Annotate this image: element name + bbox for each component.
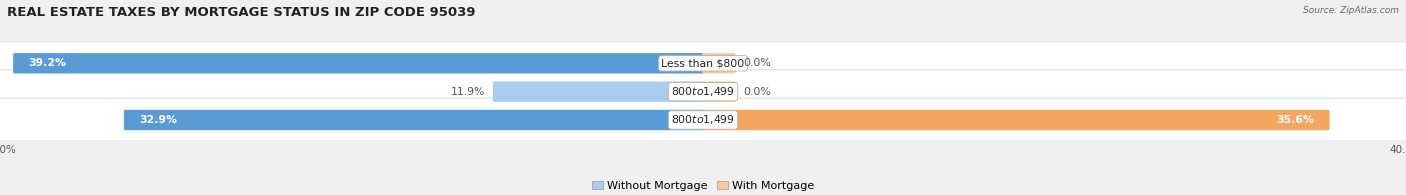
Text: 11.9%: 11.9% xyxy=(451,87,485,97)
Text: REAL ESTATE TAXES BY MORTGAGE STATUS IN ZIP CODE 95039: REAL ESTATE TAXES BY MORTGAGE STATUS IN … xyxy=(7,6,475,19)
FancyBboxPatch shape xyxy=(494,82,704,102)
Legend: Without Mortgage, With Mortgage: Without Mortgage, With Mortgage xyxy=(588,176,818,195)
FancyBboxPatch shape xyxy=(0,70,1406,113)
Text: 0.0%: 0.0% xyxy=(744,58,770,68)
Text: $800 to $1,499: $800 to $1,499 xyxy=(671,85,735,98)
Text: 32.9%: 32.9% xyxy=(139,115,177,125)
FancyBboxPatch shape xyxy=(702,110,1330,130)
Text: 39.2%: 39.2% xyxy=(28,58,66,68)
Text: Source: ZipAtlas.com: Source: ZipAtlas.com xyxy=(1303,6,1399,15)
FancyBboxPatch shape xyxy=(702,53,735,74)
Text: Less than $800: Less than $800 xyxy=(661,58,745,68)
FancyBboxPatch shape xyxy=(0,42,1406,85)
FancyBboxPatch shape xyxy=(702,82,735,102)
FancyBboxPatch shape xyxy=(124,110,704,130)
FancyBboxPatch shape xyxy=(13,53,704,74)
Text: 0.0%: 0.0% xyxy=(744,87,770,97)
Text: $800 to $1,499: $800 to $1,499 xyxy=(671,113,735,127)
FancyBboxPatch shape xyxy=(0,98,1406,142)
Text: 35.6%: 35.6% xyxy=(1277,115,1315,125)
